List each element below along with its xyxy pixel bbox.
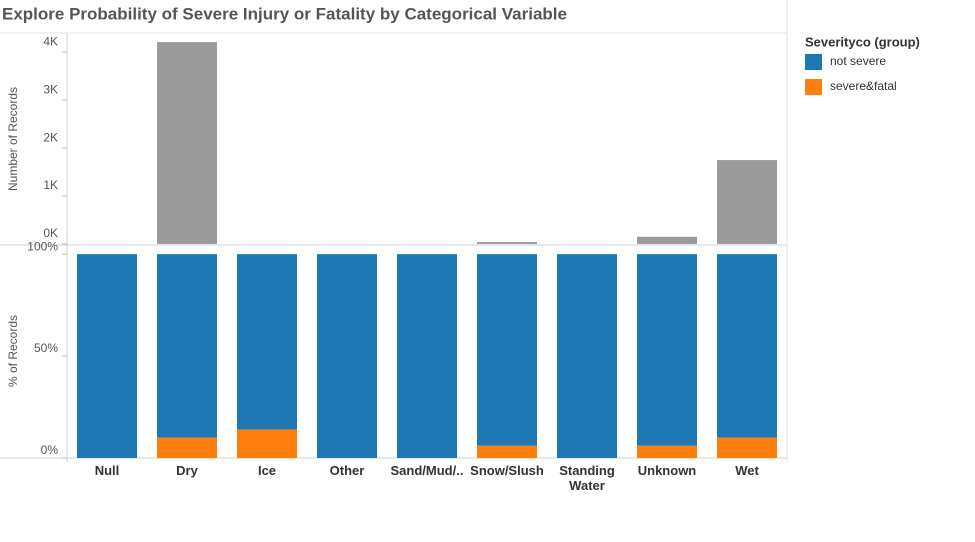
y-tick-label: 0% xyxy=(41,443,59,457)
x-tick-label: Unknown xyxy=(637,463,697,478)
x-tick-label: Other xyxy=(329,463,365,478)
bar-segment xyxy=(317,254,377,458)
x-tick-label: Wet xyxy=(735,463,759,478)
y-axis-label: Number of Records xyxy=(6,87,20,191)
legend-swatch xyxy=(805,79,822,95)
legend-title: Severityco (group) xyxy=(805,34,920,49)
x-tick-label: Ice xyxy=(257,463,277,478)
chart-title: Explore Probability of Severe Injury or … xyxy=(2,4,567,23)
bar-segment xyxy=(477,254,537,446)
bar xyxy=(157,42,217,245)
legend-label: not severe xyxy=(830,54,886,68)
legend-label: severe&fatal xyxy=(830,79,897,93)
bar xyxy=(717,160,777,244)
y-tick-label: 3K xyxy=(43,82,58,96)
bar-segment xyxy=(637,445,697,458)
x-tick-label: Sand/Mud/.. xyxy=(390,463,464,478)
x-tick-label: Dry xyxy=(176,463,198,478)
bar-segment xyxy=(237,429,297,458)
x-tick-label: Null xyxy=(94,463,120,478)
bar-segment xyxy=(157,254,217,438)
bar-segment xyxy=(157,437,217,458)
bar xyxy=(637,236,697,244)
bar-segment xyxy=(477,445,537,458)
bar-segment xyxy=(717,254,777,438)
bar-segment xyxy=(717,437,777,458)
bar-segment xyxy=(637,254,697,446)
y-tick-label: 50% xyxy=(34,341,58,355)
y-tick-label: 100% xyxy=(27,239,58,253)
bar xyxy=(477,242,537,244)
y-tick-label: 1K xyxy=(43,178,58,192)
bar-segment xyxy=(397,254,457,458)
y-tick-label: 2K xyxy=(43,130,58,144)
y-tick-label: 4K xyxy=(43,34,58,48)
legend-swatch xyxy=(805,54,822,70)
bar-segment xyxy=(557,254,617,458)
y-axis-label: % of Records xyxy=(6,315,20,387)
bar-segment xyxy=(77,254,137,458)
x-tick-label: Standing Water xyxy=(559,463,615,493)
bar-segment xyxy=(237,254,297,430)
y-tick-label: 0K xyxy=(43,226,58,240)
x-tick-label: Snow/Slush xyxy=(470,463,544,478)
